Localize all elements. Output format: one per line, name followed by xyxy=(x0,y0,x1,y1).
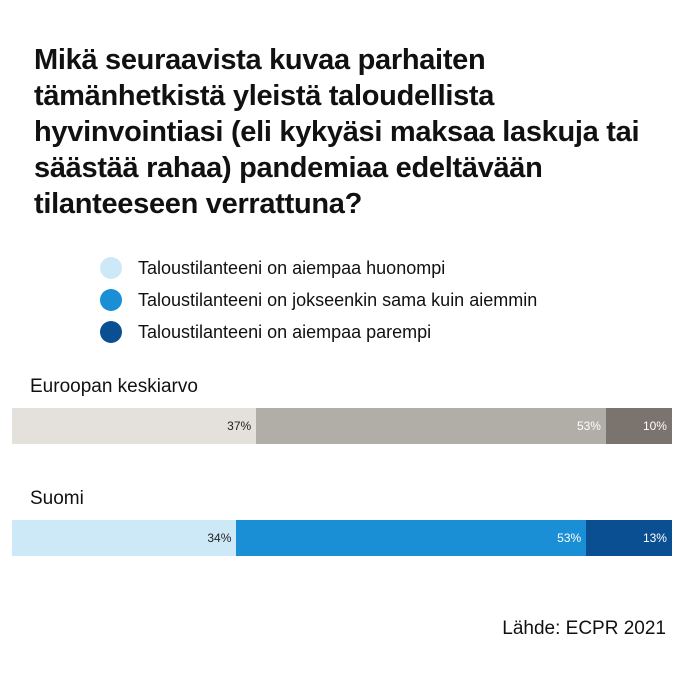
legend: Taloustilanteeni on aiempaa huonompi Tal… xyxy=(100,252,537,348)
legend-label-worse: Taloustilanteeni on aiempaa huonompi xyxy=(138,257,446,278)
bar-segment-europe-worse: 37% xyxy=(12,408,257,444)
bar-segment-finland-same: 53% xyxy=(236,520,587,556)
legend-swatch-better xyxy=(100,321,122,343)
source-note: Lähde: ECPR 2021 xyxy=(502,618,666,639)
data-label-europe-same: 53% xyxy=(576,419,601,433)
chart-title: Mikä seuraavista kuvaa parhaiten tämänhe… xyxy=(34,44,640,220)
data-label-finland-same: 53% xyxy=(557,531,582,545)
data-label-finland-worse: 34% xyxy=(207,531,232,545)
data-label-europe-worse: 37% xyxy=(227,419,252,433)
legend-item-same: Taloustilanteeni on jokseenkin sama kuin… xyxy=(100,284,537,316)
bar-segment-finland-worse: 34% xyxy=(12,520,237,556)
category-label-europe: Euroopan keskiarvo xyxy=(30,376,198,397)
category-label-finland: Suomi xyxy=(30,488,84,509)
bar-segment-finland-better: 13% xyxy=(586,520,672,556)
legend-item-worse: Taloustilanteeni on aiempaa huonompi xyxy=(100,252,537,284)
data-label-europe-better: 10% xyxy=(642,419,667,433)
legend-item-better: Taloustilanteeni on aiempaa parempi xyxy=(100,316,537,348)
legend-label-better: Taloustilanteeni on aiempaa parempi xyxy=(138,321,432,342)
bar-segment-europe-same: 53% xyxy=(256,408,606,444)
bar-europe: 37% 53% 10% xyxy=(12,408,672,444)
legend-label-same: Taloustilanteeni on jokseenkin sama kuin… xyxy=(138,289,538,310)
legend-swatch-same xyxy=(100,289,122,311)
data-label-finland-better: 13% xyxy=(642,531,667,545)
legend-swatch-worse xyxy=(100,257,122,279)
bar-finland: 34% 53% 13% xyxy=(12,520,672,556)
bar-segment-europe-better: 10% xyxy=(605,408,672,444)
